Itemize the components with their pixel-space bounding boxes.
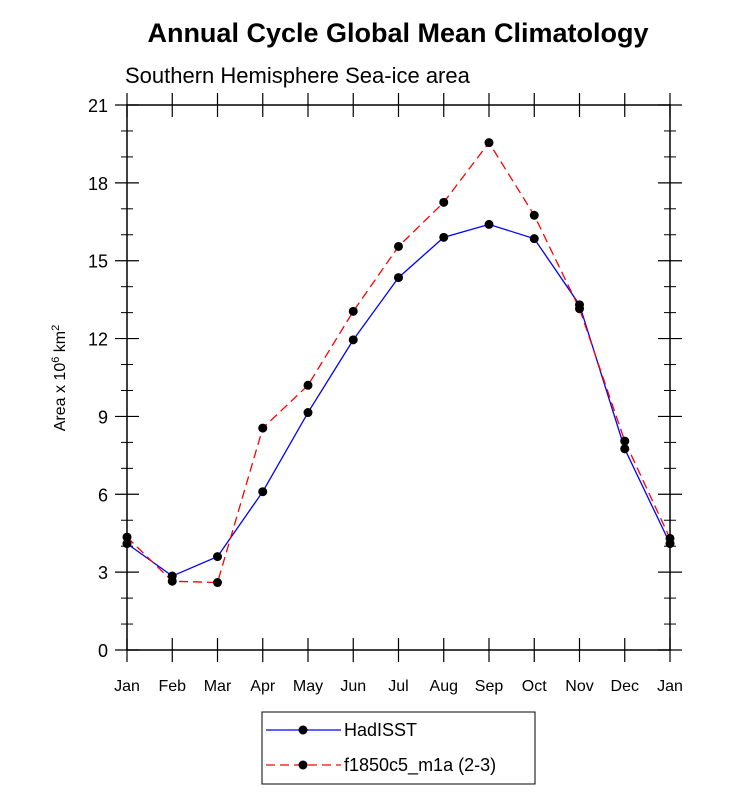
series-2-point — [303, 380, 313, 390]
chart-subtitle: Southern Hemisphere Sea-ice area — [125, 63, 471, 88]
x-tick-label: Jan — [657, 678, 683, 695]
x-tick-label: Dec — [611, 678, 639, 695]
series-2-point — [575, 304, 584, 314]
x-tick-label: Mar — [204, 678, 232, 695]
series-1-point — [394, 273, 403, 283]
y-tick-label: 9 — [98, 407, 108, 427]
series-2-point — [665, 533, 675, 543]
y-tick-label: 3 — [98, 563, 108, 583]
y-tick-label: 6 — [98, 485, 108, 505]
series-2-point — [394, 241, 403, 251]
legend-marker-f1850c5 — [298, 760, 308, 770]
series-2-point — [167, 576, 177, 586]
x-tick-label: Jun — [340, 678, 366, 695]
series-1-point — [620, 444, 630, 454]
legend: HadISST f1850c5_m1a (2-3) — [261, 711, 536, 785]
y-axis: 0 3 6 9 12 15 18 21 — [88, 96, 682, 661]
series-1-point — [529, 234, 539, 244]
x-tick-label: Aug — [430, 678, 458, 695]
series-1-point — [303, 408, 313, 418]
series-2-point — [439, 197, 449, 207]
series-line-2 — [126, 141, 671, 584]
series-1-point — [348, 335, 358, 345]
series-2-point — [213, 578, 222, 588]
x-tick-label: Oct — [522, 678, 547, 695]
y-tick-label: 0 — [98, 641, 108, 661]
series-1-point — [122, 539, 132, 549]
series-2-point — [122, 532, 132, 542]
y-axis-label-unit: km — [52, 331, 69, 357]
series-2-point — [620, 436, 630, 446]
series-1-point — [258, 487, 268, 497]
x-tick-label: Jul — [388, 678, 408, 695]
legend-label-f1850c5: f1850c5_m1a (2-3) — [344, 755, 496, 776]
chart-title: Annual Cycle Global Mean Climatology — [147, 18, 648, 48]
x-axis: Jan Feb Mar Apr May Jun Jul Aug Sep Oct Nov Dec Jan — [114, 93, 683, 695]
y-axis-label-exp: 6 — [50, 357, 62, 363]
x-tick-label: Nov — [565, 678, 593, 695]
y-axis-label: Area x 106 km2 — [50, 325, 69, 432]
y-tick-label: 15 — [88, 252, 108, 272]
legend-box — [261, 711, 536, 785]
y-axis-label-text: Area x 10 — [52, 363, 69, 432]
y-tick-label: 18 — [88, 174, 108, 194]
x-tick-label: Jan — [114, 678, 140, 695]
x-tick-label: Sep — [475, 678, 504, 695]
series-1-point — [213, 552, 222, 562]
series-layer — [122, 138, 675, 588]
x-tick-label: Apr — [250, 678, 276, 695]
series-2-point — [484, 138, 494, 148]
legend-marker-hadisst — [298, 725, 308, 735]
y-axis-label-unit-exp: 2 — [50, 325, 62, 331]
x-tick-label: May — [293, 678, 323, 695]
series-2-point — [258, 423, 268, 433]
y-tick-label: 12 — [88, 330, 108, 350]
legend-label-hadisst: HadISST — [344, 720, 417, 740]
series-1-point — [439, 232, 449, 242]
plot-frame — [126, 104, 671, 651]
series-2-point — [529, 210, 539, 220]
y-tick-label: 21 — [88, 96, 108, 116]
series-1-point — [484, 219, 494, 229]
series-2-point — [348, 306, 358, 316]
x-tick-label: Feb — [158, 678, 186, 695]
